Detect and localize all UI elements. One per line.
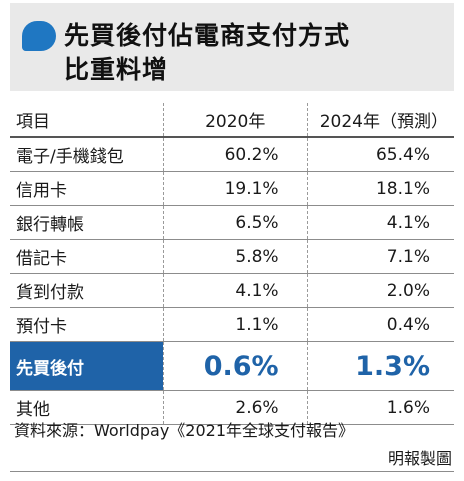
header-2024: 2024年（預測） (306, 103, 454, 138)
header-2020: 2020年 (162, 103, 308, 138)
table-row: 其他 2.6% 1.6% (10, 390, 454, 425)
row-value-2020: 2.6% (162, 390, 308, 425)
row-value-2020: 5.8% (162, 239, 308, 274)
table-row: 電子/手機錢包 60.2% 65.4% (10, 137, 454, 172)
row-item: 預付卡 (10, 307, 164, 342)
title-line-2: 比重料增 (64, 55, 169, 84)
row-value-2024-highlight: 1.3% (306, 341, 454, 391)
row-value-2024: 2.0% (306, 273, 454, 308)
credit-note: 明報製圖 (387, 449, 452, 468)
row-item: 電子/手機錢包 (10, 137, 164, 172)
source-note: 資料來源：Worldpay《2021年全球支付報告》 (14, 421, 355, 440)
row-item: 信用卡 (10, 171, 164, 206)
row-value-2024: 1.6% (306, 390, 454, 425)
speech-bubble-icon (22, 21, 56, 51)
row-value-2024: 4.1% (306, 205, 454, 240)
table-header-row: 項目 2020年 2024年（預測） (10, 103, 454, 138)
row-item: 其他 (10, 390, 164, 425)
row-value-2024: 65.4% (306, 137, 454, 172)
row-value-2020: 60.2% (162, 137, 308, 172)
infographic-card: 先買後付佔電商支付方式 比重料增 項目 2020年 2024年（預測） 電子/手… (10, 3, 454, 475)
row-value-2020-highlight: 0.6% (162, 341, 308, 391)
row-value-2020: 6.5% (162, 205, 308, 240)
row-value-2020: 4.1% (162, 273, 308, 308)
row-value-2024: 7.1% (306, 239, 454, 274)
payment-share-table: 項目 2020年 2024年（預測） 電子/手機錢包 60.2% 65.4% 信… (10, 103, 454, 425)
bottom-rule (10, 471, 454, 472)
row-value-2020: 19.1% (162, 171, 308, 206)
header-item: 項目 (10, 103, 164, 138)
table-row: 預付卡 1.1% 0.4% (10, 307, 454, 342)
table-row: 銀行轉帳 6.5% 4.1% (10, 205, 454, 240)
table-row: 貨到付款 4.1% 2.0% (10, 273, 454, 308)
title-box: 先買後付佔電商支付方式 比重料增 (10, 3, 454, 91)
highlight-row-bnpl: 先買後付 0.6% 1.3% (10, 341, 454, 391)
row-value-2024: 18.1% (306, 171, 454, 206)
row-item: 貨到付款 (10, 273, 164, 308)
title-line-1: 先買後付佔電商支付方式 (64, 21, 351, 50)
row-value-2024: 0.4% (306, 307, 454, 342)
row-item: 銀行轉帳 (10, 205, 164, 240)
row-item-highlight: 先買後付 (10, 341, 164, 391)
table-row: 信用卡 19.1% 18.1% (10, 171, 454, 206)
row-value-2020: 1.1% (162, 307, 308, 342)
row-item: 借記卡 (10, 239, 164, 274)
table-row: 借記卡 5.8% 7.1% (10, 239, 454, 274)
